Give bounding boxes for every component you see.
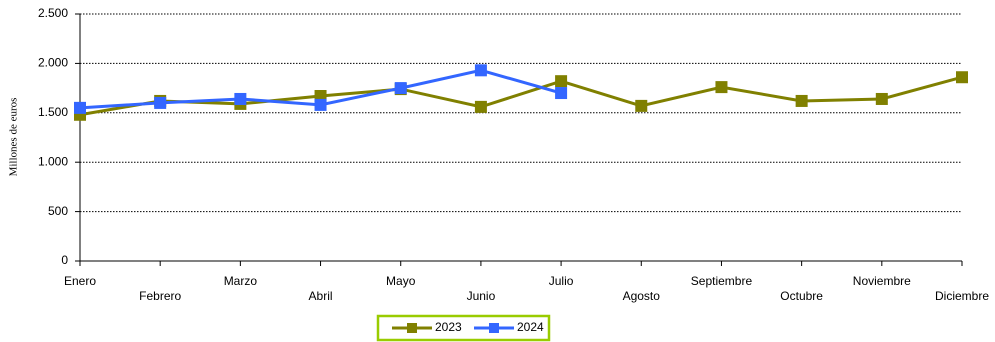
y-axis-label: Millones de euros [8,98,20,177]
x-tick-label: Julio [549,274,574,288]
x-tick-label: Abril [309,289,333,303]
x-tick-label: Diciembre [935,289,989,303]
x-tick-label: Noviembre [853,274,911,288]
point [555,75,568,88]
x-tick-label: Febrero [139,289,181,303]
series-line [79,75,963,117]
point [555,87,568,100]
legend-label: 2024 [517,320,544,334]
y-tick-label: 2.500 [38,6,68,20]
x-tick-label: Enero [64,274,96,288]
point [234,92,247,105]
y-tick-label: 1.500 [38,105,68,119]
y-tick-label: 0 [61,253,68,267]
y-tick-label: 500 [48,204,68,218]
point [74,101,86,114]
legend-marker [407,323,417,333]
y-tick-label: 1.000 [38,154,68,168]
x-tick-label: Marzo [224,274,258,288]
point [956,71,968,84]
point [394,82,407,95]
point [154,96,167,109]
point [474,64,487,77]
x-tick-label: Agosto [623,289,661,303]
legend-marker [489,323,499,333]
point [715,81,728,94]
x-tick-label: Septiembre [691,274,753,288]
legend-label: 2023 [435,320,462,334]
point [314,98,327,111]
x-tick-label: Octubre [780,289,823,303]
point [795,94,808,107]
point [635,99,648,112]
x-tick-label: Mayo [386,274,416,288]
y-tick-label: 2.000 [38,56,68,70]
x-tick-label: Junio [467,289,496,303]
point [474,100,487,113]
point [875,92,888,105]
